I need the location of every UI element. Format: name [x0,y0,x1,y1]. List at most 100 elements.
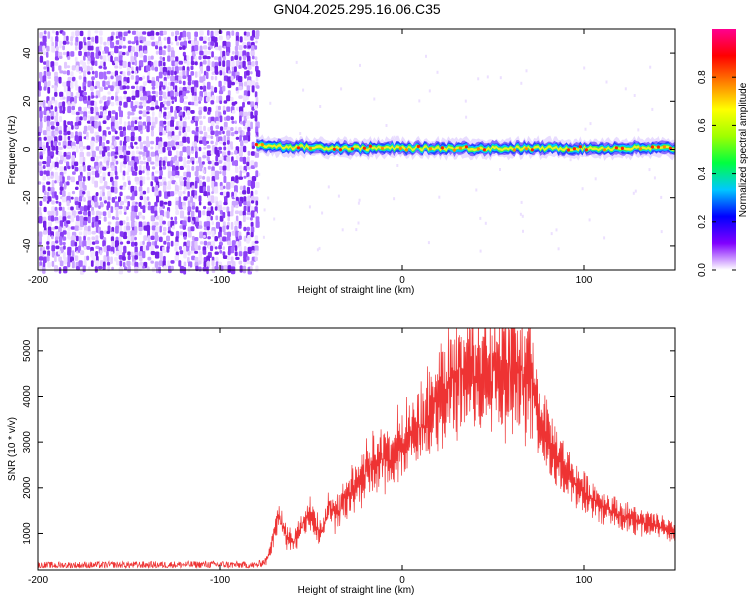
noise-cell [142,215,146,220]
noise-cell [119,116,122,125]
noise-cell [239,165,243,170]
speckle-cell [557,247,560,251]
noise-cell [43,256,47,263]
noise-cell [206,135,211,139]
noise-cell [131,145,134,149]
noise-cell [67,56,71,60]
noise-cell [254,115,258,122]
noise-cell [230,181,235,188]
noise-cell [139,180,143,187]
noise-cell [166,185,172,190]
x-tick-label: -200 [28,575,48,586]
noise-cell [135,181,140,185]
noise-cell [83,185,87,191]
noise-cell [182,70,186,77]
noise-cell [54,56,59,61]
noise-cell [87,205,90,211]
noise-cell [235,136,240,140]
noise-cell [234,160,238,167]
noise-cell [54,76,59,82]
speckle-cell [581,187,584,191]
noise-cell [150,235,155,240]
colorbar-tick-label: 0.0 [697,263,708,277]
noise-cell [203,85,207,93]
noise-cell [224,196,228,203]
noise-cell [231,240,236,248]
noise-cell [230,145,234,150]
speckle-cell [605,80,608,84]
noise-cell [95,245,100,249]
noise-cell [246,70,250,76]
noise-cell [50,155,54,159]
noise-cell [238,260,243,265]
noise-cell [247,90,251,97]
noise-cell [138,116,142,120]
noise-cell [63,156,67,164]
noise-cell [186,86,191,90]
noise-cell [194,171,199,177]
noise-cell [55,31,59,36]
noise-cell [95,260,99,268]
noise-cell [47,150,51,157]
noise-cell [186,55,190,61]
noise-cell [42,145,46,151]
noise-cell [191,220,194,225]
noise-cell [150,181,154,187]
noise-cell [87,225,91,233]
noise-cell [230,246,235,254]
noise-cell [142,125,146,130]
noise-cell [203,36,208,41]
noise-cell [66,70,70,76]
noise-cell [115,216,119,221]
noise-cell [95,192,99,197]
noise-cell [90,45,94,51]
noise-cell [215,155,219,162]
noise-cell [146,125,150,133]
noise-cell [199,50,204,56]
noise-cell [214,251,219,255]
noise-cell [135,30,139,38]
noise-cell [182,126,186,134]
noise-cell [138,226,143,232]
noise-cell [186,126,191,132]
noise-cell [126,216,129,221]
noise-cell [111,216,115,220]
noise-cell [215,130,219,137]
noise-cell [79,206,84,212]
noise-cell [95,35,99,44]
speckle-cell [486,75,489,79]
noise-cell [62,230,67,235]
noise-cell [106,205,109,211]
noise-cell [195,165,200,172]
noise-cell [151,166,156,170]
noise-cell [251,245,255,252]
noise-cell [134,176,139,182]
noise-cell [190,101,195,106]
noise-cell [246,96,249,101]
noise-cell [154,245,159,249]
noise-cell [215,256,219,262]
noise-cell [66,181,70,186]
noise-cell [79,90,84,98]
noise-cell [38,220,43,224]
noise-cell [218,80,222,88]
noise-cell [111,31,115,36]
noise-cell [203,256,207,262]
noise-cell [103,245,108,253]
noise-cell [179,165,184,170]
noise-cell [99,60,104,67]
noise-cell [182,220,187,227]
noise-cell [195,51,199,55]
noise-cell [183,231,187,238]
noise-cell [150,245,155,253]
noise-cell [238,235,242,241]
speckle-cell [479,249,482,253]
noise-cell [59,166,64,172]
noise-cell [190,250,195,254]
noise-cell [234,66,237,73]
noise-cell [123,211,127,215]
noise-cell [254,190,258,195]
noise-cell [223,126,228,130]
noise-cell [55,200,59,204]
noise-cell [135,201,138,205]
